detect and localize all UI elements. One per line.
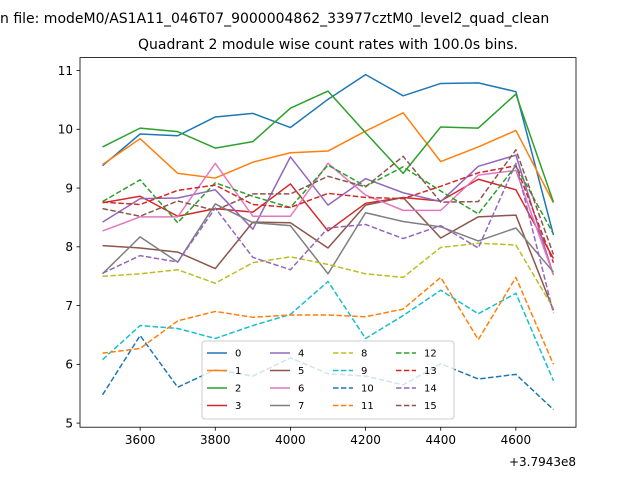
legend-label-6: 6 — [298, 384, 304, 395]
y-axis: 5 6 7 8 9 10 11 — [58, 64, 80, 430]
x-tick-label: 4000 — [275, 433, 306, 447]
x-axis: 3600 3800 4000 4200 4400 4600 — [125, 427, 531, 447]
series-line-1 — [102, 112, 555, 204]
series-line-0 — [102, 73, 555, 236]
y-tick-label: 8 — [65, 240, 73, 254]
y-tick-label: 9 — [65, 181, 73, 195]
y-tick-label: 11 — [58, 64, 73, 78]
series-line-8 — [102, 242, 555, 309]
legend-label-0: 0 — [235, 349, 241, 360]
y-tick-label: 10 — [58, 123, 73, 137]
series-line-4 — [102, 154, 555, 276]
legend-label-2: 2 — [235, 384, 241, 395]
legend-label-4: 4 — [298, 349, 304, 360]
y-tick-label: 5 — [65, 416, 73, 430]
legend-label-8: 8 — [361, 349, 367, 360]
x-axis-offset-label: +3.7943e8 — [509, 455, 576, 469]
chart-title: Quadrant 2 module wise count rates with … — [138, 37, 518, 53]
series-line-13 — [102, 164, 555, 263]
series-line-15 — [102, 149, 555, 255]
legend-label-7: 7 — [298, 401, 304, 412]
legend-label-11: 11 — [361, 401, 374, 412]
legend-label-9: 9 — [361, 366, 367, 377]
series-line-6 — [102, 162, 555, 276]
series-line-9 — [102, 280, 555, 382]
legend-label-13: 13 — [424, 366, 437, 377]
legend-label-12: 12 — [424, 349, 437, 360]
y-tick-label: 7 — [65, 299, 73, 313]
x-tick-label: 3600 — [125, 433, 156, 447]
y-tick-label: 6 — [65, 358, 73, 372]
x-tick-label: 4200 — [350, 433, 381, 447]
series-line-2 — [102, 90, 555, 203]
figure-suptitle: n file: modeM0/AS1A11_046T07_9000004862_… — [0, 11, 549, 27]
legend-label-14: 14 — [424, 384, 437, 395]
x-tick-label: 4600 — [501, 433, 532, 447]
legend-label-3: 3 — [235, 401, 241, 412]
x-tick-label: 3800 — [200, 433, 231, 447]
series-line-5 — [102, 196, 555, 311]
x-tick-label: 4400 — [425, 433, 456, 447]
plot-area-frame — [79, 57, 577, 428]
legend-label-5: 5 — [298, 366, 304, 377]
legend-label-10: 10 — [361, 384, 374, 395]
legend-box — [201, 340, 455, 420]
legend-label-1: 1 — [235, 366, 241, 377]
series-line-14 — [102, 162, 555, 314]
legend-label-15: 15 — [424, 401, 437, 412]
